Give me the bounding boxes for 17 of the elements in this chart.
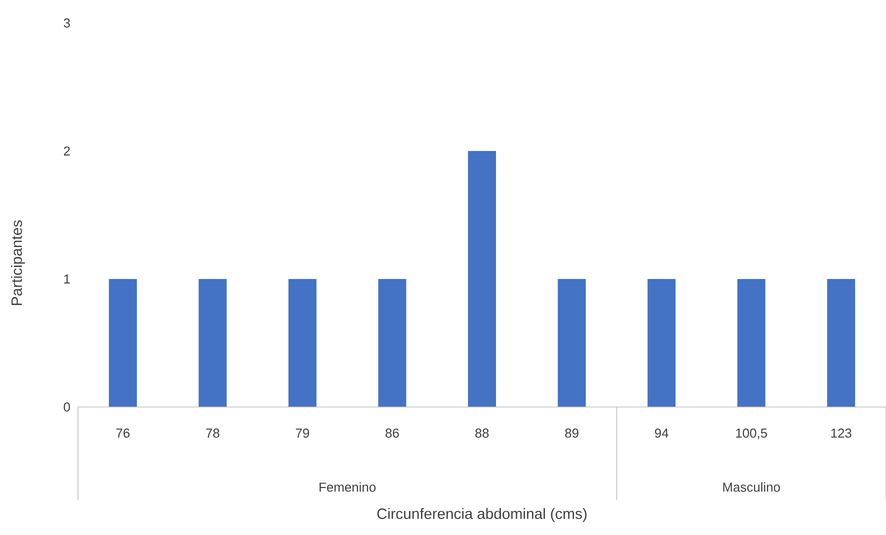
x-tick-label: 76 [116, 428, 130, 438]
x-tick-label: 78 [206, 428, 220, 438]
x-tick-label: 89 [565, 428, 578, 438]
x-tick-label: 86 [386, 428, 399, 438]
y-tick-label: 3 [64, 18, 70, 28]
text: Femenino [320, 482, 376, 492]
y-tick-label: 0 [64, 402, 70, 412]
y-tick-label: 1 [64, 274, 70, 284]
x-tick-label: 123 [831, 428, 852, 438]
x-axis-title: Circunferencia abdominal (cms) [377, 508, 586, 522]
x-tick-label: 79 [296, 428, 310, 438]
x-tick-label: 88 [475, 428, 489, 438]
x-tick-label: 100,5 [736, 428, 767, 440]
y-axis-title: Participantes [11, 220, 25, 305]
text: Masculino [723, 482, 780, 492]
y-tick-label: 2 [64, 146, 70, 156]
x-tick-label: 94 [654, 428, 668, 438]
